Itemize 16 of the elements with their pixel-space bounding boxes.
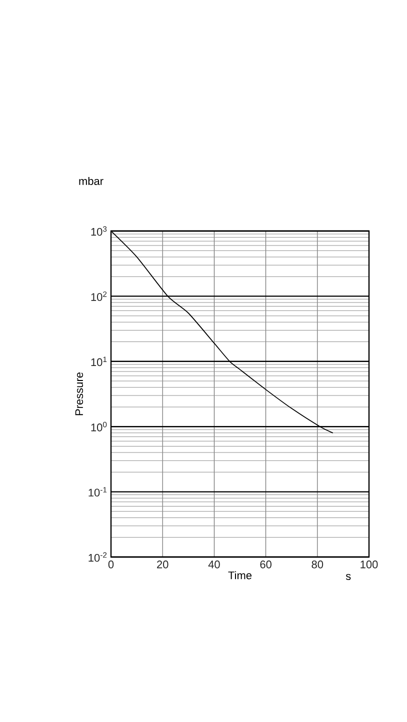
y-tick-label: 10$^{1}$ bbox=[91, 356, 107, 366]
y-tick-label: 10$^{0}$ bbox=[91, 422, 107, 432]
x-tick-label: 60 bbox=[260, 560, 272, 568]
x-tick-label: 80 bbox=[312, 560, 324, 568]
x-tick-label: 40 bbox=[208, 560, 220, 568]
x-tick-label: 0 bbox=[108, 560, 114, 568]
y-tick-label: 10$^{3}$ bbox=[91, 226, 107, 236]
y-tick-label: 10$^{-2}$ bbox=[88, 552, 107, 562]
text: mbar bbox=[79, 176, 104, 186]
y-tick-label: 10$^{-1}$ bbox=[88, 487, 107, 496]
x-axis-title: Time bbox=[228, 571, 252, 580]
x-tick-label: 20 bbox=[157, 560, 168, 568]
x-tick-label: 100 bbox=[360, 560, 378, 568]
text: s bbox=[346, 574, 351, 580]
y-tick-label: 10$^{2}$ bbox=[91, 291, 107, 301]
y-axis-title: Pressure bbox=[75, 372, 84, 416]
